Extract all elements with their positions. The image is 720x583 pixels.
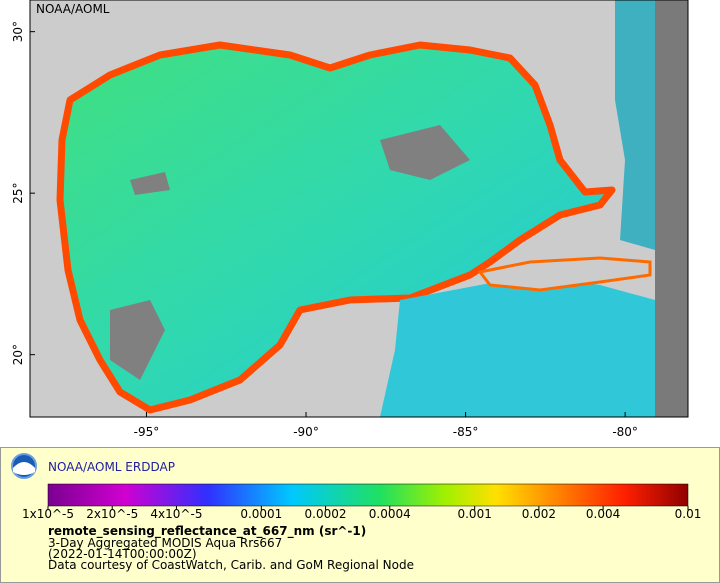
x-tick-label: -95° — [134, 425, 160, 439]
colorbar-tick-label: 0.01 — [675, 507, 702, 521]
y-tick-label: 20° — [11, 344, 25, 365]
colorbar-tick-label: 0.0002 — [305, 507, 347, 521]
map-frame — [29, 0, 689, 418]
colorbar-tick-label: 0.0001 — [240, 507, 282, 521]
x-tick-label: -80° — [612, 425, 638, 439]
x-tick-label: -90° — [293, 425, 319, 439]
colorbar-tick-label: 0.001 — [457, 507, 491, 521]
noaa-logo-wave — [13, 462, 35, 475]
no-data-patch — [110, 125, 470, 380]
variable-name: remote_sensing_reflectance_at_667_nm (sr… — [48, 524, 366, 539]
colorbar-tick-label: 2x10^-5 — [86, 507, 138, 521]
map-area — [30, 0, 688, 417]
no-data-strip — [655, 0, 688, 417]
atlantic-water — [615, 0, 655, 250]
colorbar-tick-label: 0.0004 — [369, 507, 411, 521]
colorbar-tick-label: 0.002 — [522, 507, 556, 521]
map-label: NOAA/AOML — [36, 2, 110, 16]
info-line: Data courtesy of CoastWatch, Carib. and … — [48, 558, 414, 572]
gulf-water — [56, 41, 616, 414]
info-line: 3-Day Aggregated MODIS Aqua Rrs667 — [48, 536, 282, 550]
legend-panel — [0, 447, 720, 583]
info-line: (2022-01-14T00:00:00Z) — [48, 547, 197, 561]
x-tick-label: -85° — [453, 425, 479, 439]
legend-title: NOAA/AOML ERDDAP — [48, 460, 175, 474]
caribbean-water — [380, 275, 655, 417]
colorbar — [47, 483, 689, 507]
y-tick-label: 25° — [11, 183, 25, 204]
y-tick-label: 30° — [11, 21, 25, 42]
cuba — [477, 256, 652, 292]
colorbar-tick-label: 4x10^-5 — [150, 507, 202, 521]
colorbar-tick-label: 1x10^-5 — [22, 507, 74, 521]
colorbar-tick-label: 0.004 — [586, 507, 620, 521]
